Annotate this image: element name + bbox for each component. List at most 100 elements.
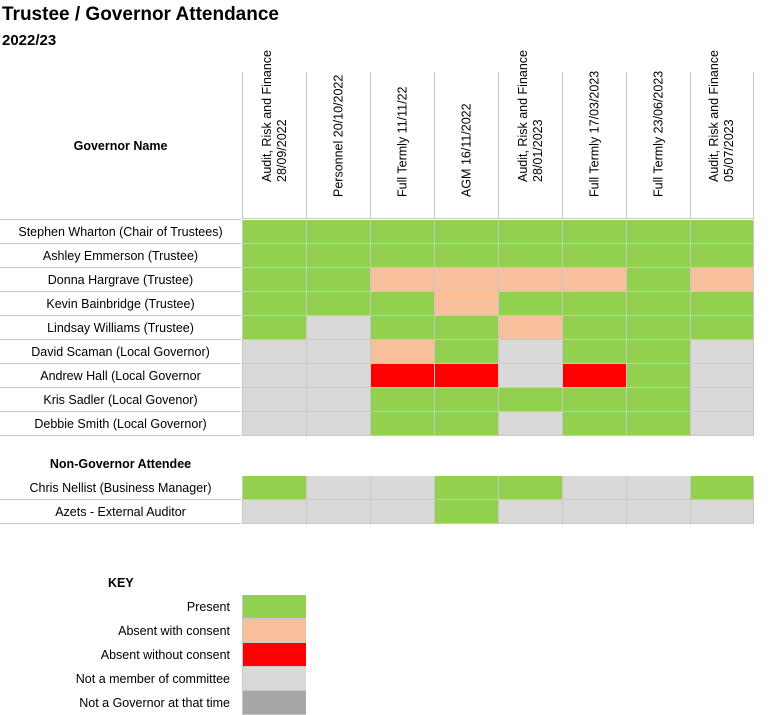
meeting-header-6: Full Termly 17/03/2023 — [562, 71, 626, 219]
attendance-cell — [690, 268, 754, 292]
meeting-header-2: Personnel 20/10/2022 — [306, 72, 370, 219]
governor-row: Ashley Emmerson (Trustee) — [0, 244, 755, 268]
attendance-cell — [690, 388, 754, 412]
key-item-label: Absent without consent — [100, 648, 230, 662]
attendance-cell — [690, 292, 754, 316]
governor-row: Stephen Wharton (Chair of Trustees) — [0, 220, 755, 244]
attendance-cell — [498, 340, 562, 364]
meeting-header-4: AGM 16/11/2022 — [434, 72, 498, 219]
attendance-cell — [370, 412, 434, 436]
attendance-cell — [306, 220, 370, 244]
attendance-cell — [242, 244, 306, 268]
meeting-header-label: Full Termly 17/03/2023 — [587, 70, 601, 197]
key-swatch — [242, 643, 306, 667]
governor-name: Andrew Hall (Local Governor — [0, 364, 241, 388]
key-item: Absent without consent — [0, 643, 306, 667]
attendance-cell — [242, 220, 306, 244]
attendance-cell — [434, 364, 498, 388]
attendance-cell — [562, 412, 626, 436]
attendance-cell — [626, 340, 690, 364]
attendance-cell — [306, 268, 370, 292]
attendance-cell — [498, 388, 562, 412]
meeting-header-7: Full Termly 23/06/2023 — [626, 71, 690, 219]
attendance-cell — [434, 340, 498, 364]
key-item-label: Absent with consent — [118, 624, 230, 638]
non-governor-name: Azets - External Auditor — [0, 500, 241, 524]
attendance-cell — [562, 244, 626, 268]
attendance-cell — [562, 220, 626, 244]
governor-name: Kevin Bainbridge (Trustee) — [0, 292, 241, 316]
attendance-cell — [626, 388, 690, 412]
key-item-label: Not a member of committee — [75, 672, 230, 686]
meeting-header-label: Full Termly 11/11/22 — [395, 86, 409, 197]
attendance-cell — [498, 412, 562, 436]
governor-row: Kris Sadler (Local Govenor) — [0, 388, 755, 412]
attendance-cell — [562, 500, 626, 524]
attendance-cell — [434, 316, 498, 340]
attendance-cell — [306, 244, 370, 268]
attendance-cell — [562, 268, 626, 292]
key-item: Not a member of committee — [0, 667, 306, 691]
governor-row: David Scaman (Local Governor) — [0, 340, 755, 364]
non-governor-name: Chris Nellist (Business Manager) — [0, 476, 241, 500]
attendance-cell — [242, 500, 306, 524]
attendance-cell — [434, 476, 498, 500]
governor-name: Lindsay Williams (Trustee) — [0, 316, 241, 340]
attendance-cell — [626, 268, 690, 292]
meeting-header-label: Personnel 20/10/2022 — [331, 74, 345, 197]
attendance-cell — [370, 292, 434, 316]
governor-name: Debbie Smith (Local Governor) — [0, 412, 241, 436]
attendance-cell — [690, 412, 754, 436]
attendance-cell — [306, 500, 370, 524]
attendance-cell — [562, 388, 626, 412]
attendance-cell — [626, 500, 690, 524]
meeting-header-label: Audit, Risk and Finance 28/09/2022 — [259, 49, 289, 182]
meeting-header-label: AGM 16/11/2022 — [459, 103, 473, 197]
attendance-cell — [498, 244, 562, 268]
attendance-cell — [434, 412, 498, 436]
non-governor-section-label: Non-Governor Attendee — [49, 457, 192, 471]
attendance-cell — [498, 500, 562, 524]
attendance-cell — [562, 364, 626, 388]
meeting-header-label: Audit, Risk and Finance 05/07/2023 — [707, 49, 736, 182]
attendance-cell — [306, 364, 370, 388]
page-title: Trustee / Governor Attendance — [2, 4, 279, 25]
meeting-header-5: Audit, Risk and Finance 28/01/2023 — [498, 50, 562, 219]
governor-row: Kevin Bainbridge (Trustee) — [0, 292, 755, 316]
attendance-cell — [690, 476, 754, 500]
attendance-cell — [306, 292, 370, 316]
attendance-cell — [370, 500, 434, 524]
attendance-cell — [626, 364, 690, 388]
non-governor-row: Chris Nellist (Business Manager) — [0, 476, 755, 500]
meeting-header-label: Full Termly 23/06/2023 — [651, 70, 665, 197]
attendance-cell — [626, 316, 690, 340]
governor-row: Debbie Smith (Local Governor) — [0, 412, 755, 436]
attendance-cell — [242, 412, 306, 436]
attendance-cell — [690, 500, 754, 524]
attendance-cell — [370, 316, 434, 340]
attendance-cell — [242, 292, 306, 316]
attendance-cell — [434, 388, 498, 412]
non-governor-row: Azets - External Auditor — [0, 500, 755, 524]
attendance-cell — [690, 244, 754, 268]
attendance-cell — [242, 476, 306, 500]
attendance-cell — [434, 244, 498, 268]
governor-name: Ashley Emmerson (Trustee) — [0, 244, 241, 268]
key-swatch — [242, 691, 306, 715]
attendance-cell — [562, 340, 626, 364]
attendance-cell — [434, 500, 498, 524]
attendance-cell — [498, 476, 562, 500]
governor-row: Lindsay Williams (Trustee) — [0, 316, 755, 340]
meeting-header-label: Audit, Risk and Finance 28/01/2023 — [515, 49, 545, 182]
key-item-label: Present — [186, 600, 230, 614]
key-item-label: Not a Governor at that time — [79, 696, 230, 710]
attendance-cell — [690, 364, 754, 388]
attendance-cell — [626, 412, 690, 436]
key-item: Absent with consent — [0, 619, 306, 643]
attendance-cell — [498, 220, 562, 244]
attendance-cell — [370, 220, 434, 244]
key-item: Not a Governor at that time — [0, 691, 306, 715]
attendance-cell — [370, 244, 434, 268]
governor-name-header: Governor Name — [0, 72, 241, 220]
key-swatch — [242, 619, 306, 643]
